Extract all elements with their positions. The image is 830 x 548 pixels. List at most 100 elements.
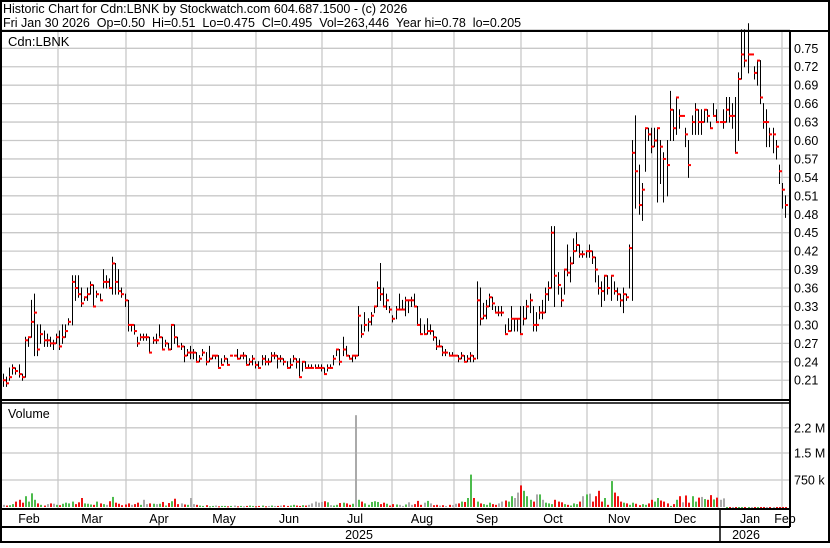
volume-bar	[483, 504, 485, 507]
close-tick	[343, 348, 346, 351]
volume-bar	[589, 493, 591, 507]
close-tick	[520, 333, 523, 336]
close-tick	[31, 320, 34, 323]
volume-bar	[56, 504, 58, 507]
close-tick	[96, 293, 99, 296]
volume-bar	[87, 503, 89, 507]
close-tick	[177, 345, 180, 348]
close-tick	[315, 366, 318, 369]
volume-bar	[349, 504, 351, 507]
volume-bar	[536, 494, 538, 507]
close-tick	[146, 336, 149, 339]
close-tick	[383, 305, 386, 308]
volume-bar	[520, 485, 522, 507]
close-tick	[190, 351, 193, 354]
close-tick	[330, 366, 333, 369]
close-tick	[339, 360, 342, 363]
close-tick	[249, 360, 252, 363]
close-tick	[757, 59, 760, 62]
volume-bar	[779, 507, 781, 508]
volume-bar	[265, 506, 267, 508]
close-tick	[28, 336, 31, 339]
close-tick	[769, 133, 772, 136]
volume-bar	[221, 505, 223, 507]
close-tick	[280, 357, 283, 360]
volume-bar	[321, 501, 323, 507]
close-tick	[629, 247, 632, 250]
close-tick	[533, 323, 536, 326]
close-tick	[392, 317, 395, 320]
close-tick	[517, 317, 520, 320]
volume-bar	[508, 501, 510, 507]
close-tick	[386, 299, 389, 302]
volume-bar	[620, 501, 622, 507]
volume-bar	[258, 505, 260, 507]
volume-bar	[570, 505, 572, 507]
close-tick	[480, 317, 483, 320]
volume-bar	[424, 502, 426, 507]
close-tick	[679, 114, 682, 117]
close-tick	[773, 133, 776, 136]
volume-bar	[318, 502, 320, 507]
close-tick	[542, 311, 545, 314]
close-tick	[576, 244, 579, 247]
volume-bar	[586, 494, 588, 507]
price-tick-label: 0.48	[794, 208, 818, 222]
close-tick	[511, 317, 514, 320]
volume-bar	[202, 505, 204, 507]
close-tick	[240, 354, 243, 357]
close-tick	[121, 293, 124, 296]
close-tick	[701, 121, 704, 124]
volume-bar	[305, 505, 307, 507]
close-tick	[50, 342, 53, 345]
volume-bar	[539, 494, 541, 507]
volume-bar	[355, 415, 357, 507]
close-tick	[408, 299, 411, 302]
close-tick	[676, 96, 679, 99]
close-tick	[143, 336, 146, 339]
close-tick	[153, 339, 156, 342]
month-label: Feb	[774, 512, 796, 526]
close-tick	[212, 354, 215, 357]
close-tick	[368, 320, 371, 323]
volume-bar	[262, 505, 264, 507]
volume-bar	[165, 505, 167, 507]
close-tick	[162, 348, 165, 351]
close-tick	[623, 293, 626, 296]
month-label: Nov	[608, 512, 631, 526]
volume-bar	[277, 505, 279, 507]
volume-bar	[240, 505, 242, 507]
volume-bar	[227, 506, 229, 508]
volume-bar	[501, 501, 503, 507]
volume-bar	[732, 507, 734, 508]
close-tick	[417, 323, 420, 326]
close-tick	[224, 357, 227, 360]
volume-bar	[654, 501, 656, 507]
close-tick	[125, 299, 128, 302]
volume-bar	[187, 504, 189, 507]
close-tick	[227, 363, 230, 366]
volume-bar	[679, 496, 681, 507]
volume-bar	[96, 501, 98, 507]
volume-bar	[611, 481, 613, 507]
volume-bar	[368, 504, 370, 507]
volume-bar	[392, 504, 394, 507]
volume-bar	[433, 505, 435, 507]
close-tick	[115, 280, 118, 283]
close-tick	[470, 354, 473, 357]
close-tick	[40, 333, 43, 336]
close-tick	[230, 354, 233, 357]
volume-bar	[380, 504, 382, 507]
volume-bar	[190, 498, 192, 507]
close-tick	[688, 164, 691, 167]
close-tick	[551, 231, 554, 234]
volume-bar	[177, 504, 179, 507]
close-tick	[305, 366, 308, 369]
volume-bar	[106, 504, 108, 507]
volume-bar	[558, 501, 560, 507]
close-tick	[112, 262, 115, 265]
volume-bar	[420, 504, 422, 507]
volume-bar	[143, 499, 145, 507]
close-tick	[492, 302, 495, 305]
